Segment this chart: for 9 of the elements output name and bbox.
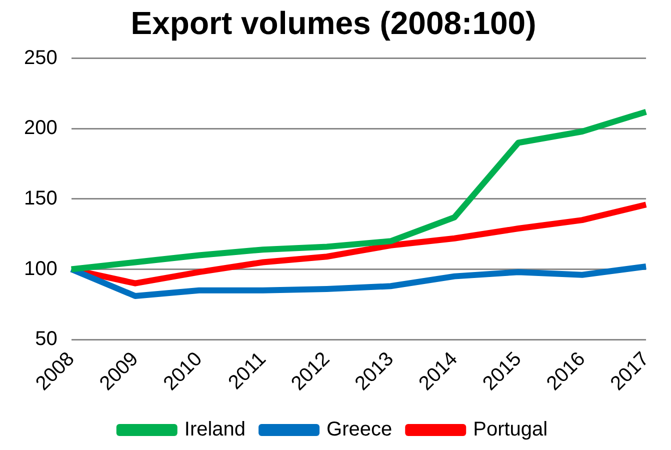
legend-label: Portugal: [473, 418, 548, 441]
y-tick-label: 200: [24, 117, 58, 140]
legend-label: Greece: [326, 418, 392, 441]
legend-label: Ireland: [184, 418, 246, 441]
y-tick-label: 100: [24, 258, 58, 280]
chart-title: Export volumes (2008:100): [130, 5, 536, 42]
y-tick-label: 50: [35, 328, 58, 350]
y-tick-label: 150: [24, 188, 58, 210]
y-tick-label: 250: [24, 46, 58, 69]
